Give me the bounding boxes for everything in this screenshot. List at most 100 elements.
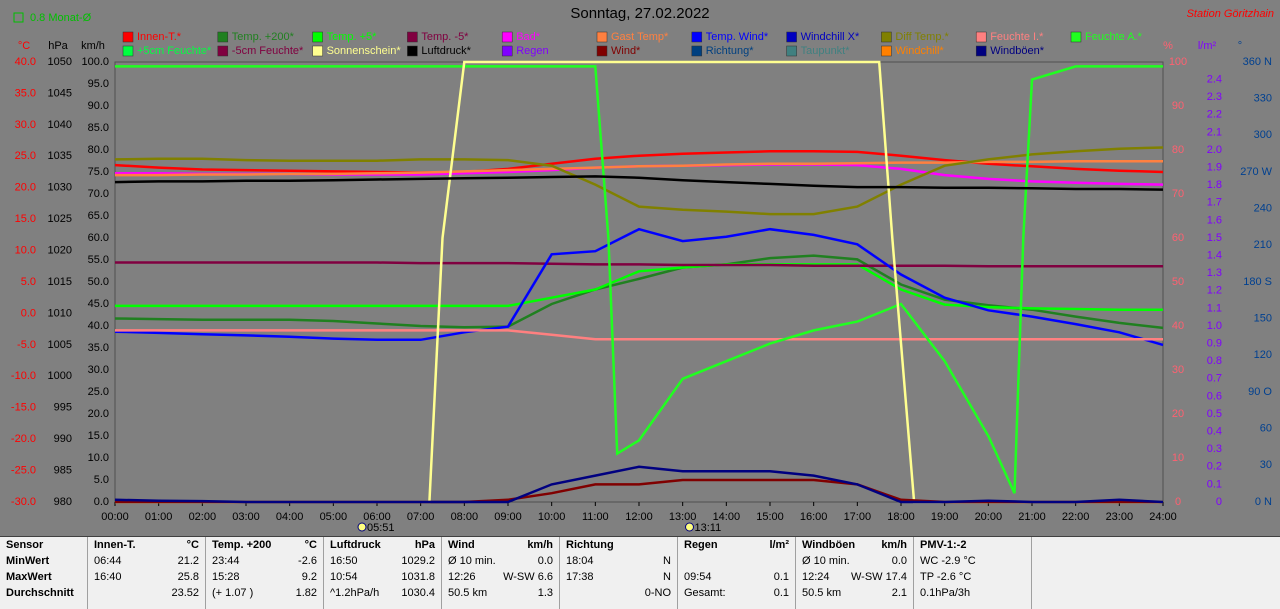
y-tick-label: 25.0 [88,386,109,398]
y-tick-label: 1.1 [1207,302,1222,314]
y-tick-label: 10.0 [15,244,36,256]
column-unit: °C [186,539,199,551]
x-tick-label: 16:00 [800,511,828,523]
column-header: Innen-T. °C [94,537,199,553]
y-tick-label: 0.7 [1207,373,1222,385]
stats-value: 12:26 [448,571,476,583]
column-header: Richtung [566,537,671,553]
x-tick-label: 06:00 [363,511,391,523]
y-tick-label: 30 [1260,459,1272,471]
y-tick-label: 0 [1216,496,1222,508]
y-tick-label: 95.0 [88,78,109,90]
legend-swatch [786,45,797,57]
legend-label: Taupunkt* [801,45,851,57]
plot-frame [114,61,1164,503]
stats-cell: ^1.2hPa/h 1030.4 [330,585,435,601]
x-tick-label: 13:00 [669,511,697,523]
stats-cell [684,553,789,569]
x-tick-label: 01:00 [145,511,173,523]
y-tick-label: 1.9 [1207,162,1222,174]
y-tick-label: 20 [1172,408,1184,420]
stats-cell: 23:44 -2.6 [212,553,317,569]
legend-swatch [596,45,608,57]
stats-cell: Ø 10 min. 0.0 [448,553,553,569]
series-line [115,263,1163,311]
y-tick-label: 30.0 [88,364,109,376]
y-tick-label: 0 N [1255,496,1272,508]
y-tick-label: 1005 [48,339,72,351]
x-tick-label: 05:00 [320,511,348,523]
y-tick-label: 90 O [1248,386,1272,398]
y-tick-label: 35.0 [88,342,109,354]
series-line [114,146,1164,216]
y-tick-label: 65.0 [88,210,109,222]
x-tick-label: 19:00 [931,511,959,523]
legend-swatch [881,31,892,43]
stats-cell: 0-NO [566,585,671,601]
y-tick-label: 15.0 [15,213,36,225]
legend-swatch [596,31,608,43]
y-tick-label: 5.0 [94,474,109,486]
legend-label: Windchill* [895,45,944,57]
stats-value: 0.0 [891,555,907,567]
stats-cell: 09:54 0.1 [684,569,789,585]
series-line [114,150,1164,174]
y-tick-label: 90 [1172,100,1184,112]
x-tick-label: 12:00 [625,511,653,523]
y-tick-label: 75.0 [88,166,109,178]
x-tick-label: 21:00 [1018,511,1046,523]
annotation: 13:11 [695,522,722,534]
series-line [115,329,1163,341]
y-tick-label: 10.0 [88,452,109,464]
y-tick-label: 1040 [48,119,72,131]
stats-value: N [663,555,671,567]
y-tick-label: 1045 [48,87,72,99]
stats-value: 06:44 [94,555,122,567]
y-tick-label: 1.8 [1207,179,1222,191]
stats-value: 12:24 [802,571,830,583]
stats-value: 17:38 [566,571,594,583]
stats-value: TP -2.6 °C [920,571,972,583]
x-tick-label: 10:00 [538,511,566,523]
stats-value: 0.0 [537,555,553,567]
legend-label: Gast Temp* [611,31,669,43]
y-tick-label: -20.0 [11,433,36,445]
column-header: PMV-1:-2 [920,537,1025,553]
stats-value: 0.1hPa/3h [920,587,971,599]
column-title: Wind [448,539,475,551]
stats-value: 10:54 [330,571,358,583]
stats-value: 16:40 [94,571,122,583]
y-tick-label: 10 [1172,452,1184,464]
monthly-label: 0.8 Monat-Ø [30,12,92,24]
column-unit: km/h [527,539,553,551]
legend-swatch [691,45,703,57]
legend-label: Feuchte I.* [990,31,1044,43]
y-tick-label: -30.0 [11,496,36,508]
x-tick-label: 02:00 [189,511,217,523]
y-tick-label: 2.3 [1207,91,1222,103]
y-tick-label: 30.0 [15,119,36,131]
stats-cell: 50.5 km 2.1 [802,585,907,601]
y-tick-label: 360 N [1243,56,1272,68]
x-tick-label: 03:00 [232,511,260,523]
stats-value: 09:54 [684,571,712,583]
column-unit: km/h [881,539,907,551]
stats-column: PMV-1:-2 WC -2.9 °C TP -2.6 °C 0.1hPa/3h [914,537,1032,609]
stats-value: 18:04 [566,555,594,567]
stats-value: ^1.2hPa/h [330,587,380,599]
y-tick-label: 1010 [48,307,72,319]
y-tick-label: 2.4 [1207,74,1222,86]
y-tick-label: 25.0 [15,150,36,162]
column-title: Innen-T. [94,539,136,551]
y-tick-label: 0.3 [1207,443,1222,455]
stats-value: 21.2 [177,555,199,567]
chart: 0.8 Monat-Ø Sonntag, 27.02.2022 Station … [11,5,1274,534]
y-tick-label: 90.0 [88,100,109,112]
stats-value: Ø 10 min. [448,555,496,567]
legend-swatch [312,45,323,57]
legend-label: Diff Temp.* [895,31,949,43]
x-tick-label: 23:00 [1106,511,1134,523]
annotation: 05:51 [367,522,395,534]
y-tick-label: 40.0 [88,320,109,332]
y-tick-label: 0.4 [1207,426,1222,438]
